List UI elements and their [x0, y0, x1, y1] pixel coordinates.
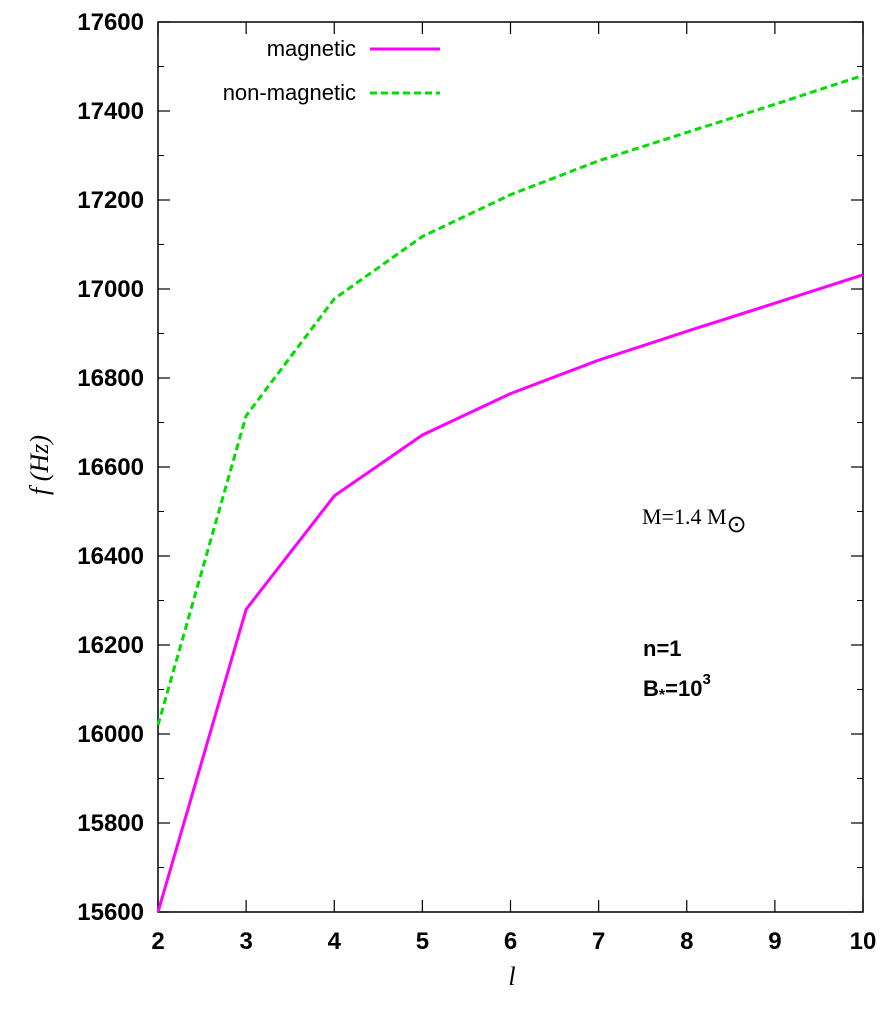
- y-tick-label: 17200: [77, 187, 144, 214]
- y-tick-label: 16000: [77, 721, 144, 748]
- series-line-magnetic: [156, 273, 864, 913]
- x-tick-label: 7: [592, 928, 605, 955]
- x-tick-label: 5: [416, 928, 429, 955]
- legend: magnetic non-magnetic: [223, 36, 440, 105]
- tick-labels: 2 3 4 5 6 7 8 9 10 15600 15800 16000 16200 16400 16600…: [77, 9, 876, 955]
- x-tick-label: 10: [850, 928, 877, 955]
- x-tick-label: 6: [504, 928, 517, 955]
- y-tick-label: 16800: [77, 365, 144, 392]
- mass-annotation: M=1.4 M⊙: [642, 504, 747, 538]
- y-axis-label: f (Hz): [25, 435, 54, 495]
- y-tick-label: 15600: [77, 899, 144, 926]
- x-tick-label: 8: [680, 928, 693, 955]
- x-tick-label: 2: [151, 928, 164, 955]
- y-tick-label: 17600: [77, 9, 144, 36]
- x-tick-label: 9: [768, 928, 781, 955]
- x-axis-label: l: [508, 962, 515, 991]
- y-tick-label: 16400: [77, 543, 144, 570]
- x-tick-label: 3: [239, 928, 252, 955]
- x-tick-label: 4: [328, 928, 342, 955]
- ticks: [157, 21, 864, 913]
- y-tick-label: 17000: [77, 276, 144, 303]
- plot-frame: [157, 21, 864, 913]
- series-layer: [156, 73, 864, 913]
- n-annotation: n=1: [643, 636, 682, 661]
- y-tick-label: 15800: [77, 810, 144, 837]
- b-annotation: B*=103: [643, 671, 711, 704]
- y-tick-label: 16600: [77, 454, 144, 481]
- y-tick-label: 16200: [77, 632, 144, 659]
- series-line-non-magnetic: [156, 73, 864, 726]
- y-tick-label: 17400: [77, 98, 144, 125]
- legend-label-magnetic: magnetic: [267, 36, 356, 61]
- legend-label-non-magnetic: non-magnetic: [223, 80, 356, 105]
